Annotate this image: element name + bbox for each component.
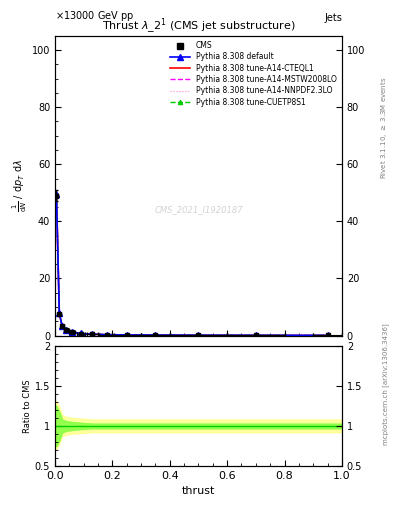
Pythia 8.308 tune-A14-NNPDF2.3LO [70,329,75,335]
Text: CMS_2021_I1920187: CMS_2021_I1920187 [154,205,243,214]
Pythia 8.308 tune-A14-CTEQL1 [325,332,330,338]
Pythia 8.308 default [125,332,129,338]
Pythia 8.308 tune-CUETP8S1 [70,329,75,335]
Pythia 8.308 tune-CUETP8S1 [54,191,59,198]
Pythia 8.308 tune-CUETP8S1 [64,327,69,333]
Pythia 8.308 tune-CUETP8S1 [57,310,62,316]
Pythia 8.308 tune-A14-CTEQL1 [90,331,95,337]
Pythia 8.308 tune-A14-NNPDF2.3LO [153,332,158,338]
Pythia 8.308 tune-A14-MSTW2008LO [60,323,64,329]
Line: Pythia 8.308 tune-CUETP8S1: Pythia 8.308 tune-CUETP8S1 [54,193,330,337]
Pythia 8.308 tune-A14-CTEQL1 [57,311,62,317]
Pythia 8.308 tune-CUETP8S1 [196,332,201,338]
Pythia 8.308 tune-A14-MSTW2008LO [90,331,95,337]
Pythia 8.308 tune-A14-MSTW2008LO [104,332,109,338]
Pythia 8.308 tune-A14-NNPDF2.3LO [60,323,64,329]
Pythia 8.308 tune-A14-CTEQL1 [60,323,64,329]
Text: Jets: Jets [324,13,342,23]
Pythia 8.308 default [196,332,201,338]
Pythia 8.308 tune-A14-MSTW2008LO [125,332,129,338]
Line: Pythia 8.308 tune-A14-NNPDF2.3LO: Pythia 8.308 tune-A14-NNPDF2.3LO [57,196,328,335]
Pythia 8.308 tune-CUETP8S1 [60,323,64,329]
Line: Pythia 8.308 tune-A14-MSTW2008LO: Pythia 8.308 tune-A14-MSTW2008LO [57,195,328,335]
Text: Rivet 3.1.10, $\geq$ 3.3M events: Rivet 3.1.10, $\geq$ 3.3M events [379,77,389,179]
Pythia 8.308 tune-A14-NNPDF2.3LO [54,193,59,199]
Pythia 8.308 default [153,332,158,338]
Pythia 8.308 tune-CUETP8S1 [104,332,109,338]
Pythia 8.308 default [90,331,95,337]
Pythia 8.308 tune-CUETP8S1 [79,330,83,336]
Pythia 8.308 tune-A14-NNPDF2.3LO [79,330,83,336]
Pythia 8.308 tune-A14-CTEQL1 [104,332,109,338]
Pythia 8.308 tune-A14-CTEQL1 [125,332,129,338]
Pythia 8.308 tune-CUETP8S1 [153,332,158,338]
Pythia 8.308 default [104,332,109,338]
Pythia 8.308 default [79,330,83,336]
Title: Thrust $\lambda\_2^1$ (CMS jet substructure): Thrust $\lambda\_2^1$ (CMS jet substruct… [102,16,295,36]
Pythia 8.308 default [64,327,69,333]
Pythia 8.308 tune-A14-NNPDF2.3LO [104,332,109,338]
Pythia 8.308 tune-A14-MSTW2008LO [253,332,258,338]
Pythia 8.308 default [325,332,330,338]
Y-axis label: $\frac{1}{\mathrm{d}N}$ / $\mathrm{d}p_T$ $\mathrm{d}\lambda$: $\frac{1}{\mathrm{d}N}$ / $\mathrm{d}p_T… [11,159,29,212]
X-axis label: thrust: thrust [182,486,215,496]
Pythia 8.308 tune-A14-MSTW2008LO [153,332,158,338]
Pythia 8.308 tune-CUETP8S1 [325,332,330,338]
Pythia 8.308 tune-A14-MSTW2008LO [54,192,59,198]
Pythia 8.308 tune-A14-MSTW2008LO [57,310,62,316]
Line: Pythia 8.308 default: Pythia 8.308 default [54,191,331,338]
Pythia 8.308 default [60,323,64,329]
Pythia 8.308 tune-A14-NNPDF2.3LO [253,332,258,338]
Pythia 8.308 tune-A14-NNPDF2.3LO [196,332,201,338]
Pythia 8.308 tune-CUETP8S1 [125,332,129,338]
Pythia 8.308 default [57,310,62,316]
Pythia 8.308 tune-CUETP8S1 [253,332,258,338]
Pythia 8.308 tune-A14-NNPDF2.3LO [90,331,95,337]
Line: Pythia 8.308 tune-A14-CTEQL1: Pythia 8.308 tune-A14-CTEQL1 [57,195,328,335]
Pythia 8.308 tune-A14-NNPDF2.3LO [125,332,129,338]
Pythia 8.308 tune-A14-NNPDF2.3LO [64,327,69,333]
Pythia 8.308 default [54,191,59,197]
Legend: CMS, Pythia 8.308 default, Pythia 8.308 tune-A14-CTEQL1, Pythia 8.308 tune-A14-M: CMS, Pythia 8.308 default, Pythia 8.308 … [169,39,338,108]
Pythia 8.308 tune-A14-MSTW2008LO [196,332,201,338]
Pythia 8.308 tune-A14-MSTW2008LO [325,332,330,338]
Text: $\times$13000 GeV pp: $\times$13000 GeV pp [55,9,134,23]
Text: mcplots.cern.ch [arXiv:1306.3436]: mcplots.cern.ch [arXiv:1306.3436] [382,323,389,445]
Pythia 8.308 tune-A14-NNPDF2.3LO [57,311,62,317]
Pythia 8.308 tune-A14-NNPDF2.3LO [325,332,330,338]
Pythia 8.308 tune-A14-MSTW2008LO [70,329,75,335]
Pythia 8.308 tune-CUETP8S1 [90,331,95,337]
Pythia 8.308 default [70,329,75,335]
Pythia 8.308 default [253,332,258,338]
Pythia 8.308 tune-A14-MSTW2008LO [64,327,69,333]
Y-axis label: Ratio to CMS: Ratio to CMS [23,379,32,433]
Pythia 8.308 tune-A14-CTEQL1 [153,332,158,338]
Pythia 8.308 tune-A14-CTEQL1 [70,329,75,335]
Pythia 8.308 tune-A14-CTEQL1 [54,192,59,198]
Pythia 8.308 tune-A14-CTEQL1 [64,327,69,333]
Pythia 8.308 tune-A14-CTEQL1 [196,332,201,338]
Pythia 8.308 tune-A14-CTEQL1 [79,330,83,336]
Pythia 8.308 tune-A14-MSTW2008LO [79,330,83,336]
Pythia 8.308 tune-A14-CTEQL1 [253,332,258,338]
